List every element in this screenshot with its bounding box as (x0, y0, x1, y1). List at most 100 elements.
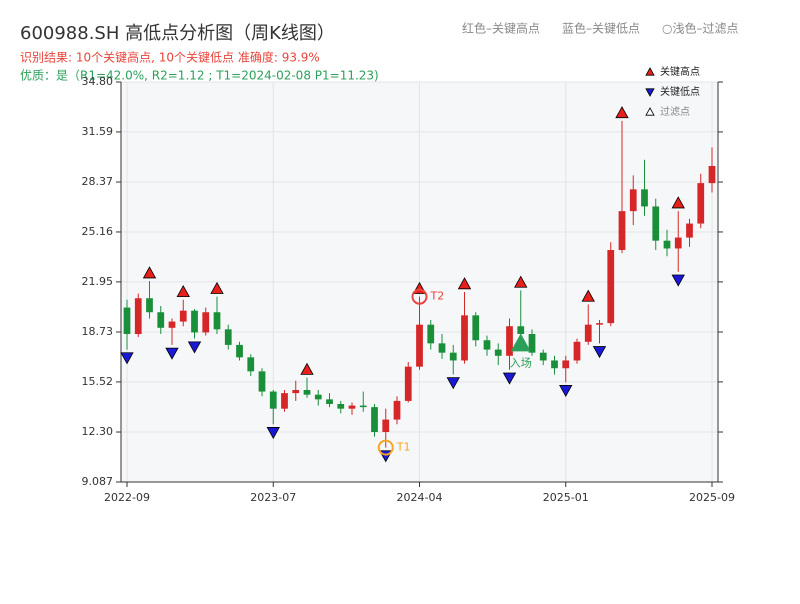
candle-body (146, 298, 153, 313)
y-tick-label: 21.95 (82, 275, 114, 288)
annotation-label: 入场 (510, 355, 532, 369)
candle-body (562, 360, 570, 369)
candle-body (168, 321, 176, 328)
x-tick-label: 2025-09 (689, 491, 735, 504)
header-note: ○浅色–过滤点 (662, 22, 738, 36)
y-tick-label: 15.52 (82, 375, 114, 388)
candle-body (258, 371, 266, 392)
candle-body (292, 390, 300, 394)
candle-body (134, 298, 142, 335)
candle-body (461, 315, 468, 361)
candle-body (393, 400, 401, 420)
y-tick-label: 31.59 (82, 125, 114, 138)
candle-body (483, 340, 491, 350)
candle-body (618, 211, 626, 251)
candle-body (427, 324, 435, 344)
annotation-label: T2 (430, 290, 445, 303)
key-point (502, 372, 517, 385)
candle-body (123, 307, 131, 335)
key-point (187, 341, 202, 354)
key-point (300, 362, 314, 375)
candle-body (191, 310, 198, 333)
candle-body (663, 240, 671, 249)
candle-body (539, 352, 547, 361)
chart-title: 600988.SH 高低点分析图（周K线图） (20, 23, 335, 44)
candle-body (337, 404, 345, 409)
candle-body (438, 343, 446, 353)
x-tick-label: 2023-07 (250, 491, 296, 504)
candle-body (551, 360, 558, 369)
key-point (120, 352, 134, 365)
key-point (581, 289, 595, 302)
x-tick-label: 2022-09 (104, 491, 150, 504)
candle-body (303, 390, 311, 395)
candle-body (641, 189, 648, 207)
candle-body (179, 310, 187, 322)
candle-body (573, 341, 581, 361)
candle-body (348, 405, 356, 409)
legend-swatch (645, 67, 655, 76)
key-point (142, 266, 157, 279)
candle-body (314, 394, 322, 400)
candle-body (449, 352, 457, 361)
candle-body (686, 223, 693, 238)
candle-body (708, 166, 716, 184)
key-point (559, 385, 573, 398)
key-point (615, 106, 629, 119)
candle-body (213, 312, 221, 330)
candle-body (202, 312, 210, 333)
x-tick-label: 2025-01 (543, 491, 589, 504)
candle-body (236, 344, 243, 358)
candle-body (494, 349, 502, 356)
candle-body (157, 312, 165, 328)
annotation-label: T1 (396, 441, 411, 454)
subtitle: 优质：是（R1=42.0%, R2=1.12 ; T1=2024-02-08 P… (20, 69, 379, 83)
y-tick-label: 18.73 (82, 325, 114, 338)
y-tick-label: 9.087 (82, 475, 114, 488)
legend-label: 关键低点 (660, 85, 700, 98)
annotation-circle (411, 288, 428, 305)
key-point (514, 275, 528, 288)
legend-swatch (645, 107, 655, 116)
candle-body (281, 393, 288, 409)
candle-body (607, 250, 615, 324)
candle-body (596, 323, 603, 325)
candle-body (359, 405, 367, 408)
key-point (176, 284, 190, 297)
header-note: 蓝色–关键低点 (562, 22, 640, 36)
candle-body (652, 206, 660, 241)
x-tick-label: 2024-04 (397, 491, 443, 504)
y-tick-label: 12.30 (82, 425, 114, 438)
candle-body (517, 326, 525, 335)
candle-body (528, 334, 536, 353)
candle-body (584, 324, 592, 342)
candle-body (674, 237, 682, 249)
candle-body (269, 391, 277, 409)
legend-swatch (645, 88, 655, 97)
annotation-circle (377, 439, 394, 456)
candle-body (697, 183, 705, 224)
legend-label: 关键高点 (660, 65, 700, 78)
key-point (165, 347, 179, 360)
candle-body (224, 329, 232, 345)
subtitle: 识别结果: 10个关键高点, 10个关键低点 准确度: 93.9% (20, 50, 320, 65)
annotation-marker (510, 333, 531, 352)
y-tick-label: 25.16 (82, 225, 114, 238)
candle-body (382, 419, 390, 433)
candle-body (247, 357, 255, 372)
legend-label: 过滤点 (660, 105, 690, 118)
candle-body (629, 189, 637, 212)
key-point (210, 281, 224, 294)
candle-body (371, 407, 378, 433)
key-point (671, 274, 685, 287)
key-point (446, 377, 460, 390)
key-point (671, 196, 685, 209)
y-tick-label: 34.80 (82, 75, 114, 88)
candle-body (326, 399, 333, 405)
candle-body (416, 324, 423, 367)
candle-body (506, 326, 513, 356)
key-point (457, 277, 472, 290)
candle-body (472, 315, 480, 341)
